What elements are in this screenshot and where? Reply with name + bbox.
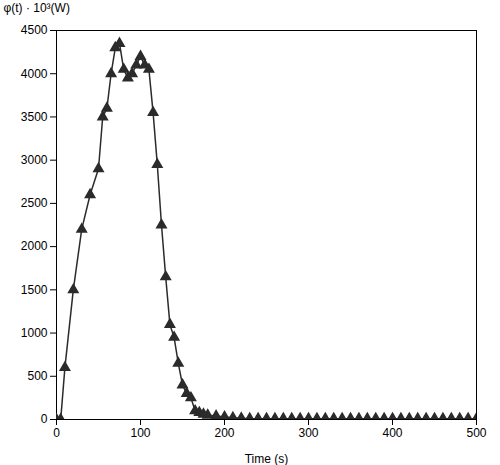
svg-text:3000: 3000 (21, 153, 48, 167)
svg-text:2500: 2500 (21, 196, 48, 210)
svg-text:4000: 4000 (21, 67, 48, 81)
svg-text:Time (s): Time (s) (245, 452, 289, 465)
svg-text:4500: 4500 (21, 23, 48, 37)
svg-text:100: 100 (130, 426, 150, 440)
svg-text:200: 200 (214, 426, 234, 440)
svg-text:1500: 1500 (21, 283, 48, 297)
svg-text:φ(t) · 10³(W): φ(t) · 10³(W) (4, 1, 70, 15)
svg-text:500: 500 (466, 426, 486, 440)
svg-text:0: 0 (41, 412, 48, 426)
svg-text:400: 400 (382, 426, 402, 440)
svg-text:3500: 3500 (21, 110, 48, 124)
svg-text:1000: 1000 (21, 326, 48, 340)
svg-text:300: 300 (298, 426, 318, 440)
svg-text:2000: 2000 (21, 239, 48, 253)
svg-text:500: 500 (27, 369, 47, 383)
svg-text:0: 0 (53, 426, 60, 440)
